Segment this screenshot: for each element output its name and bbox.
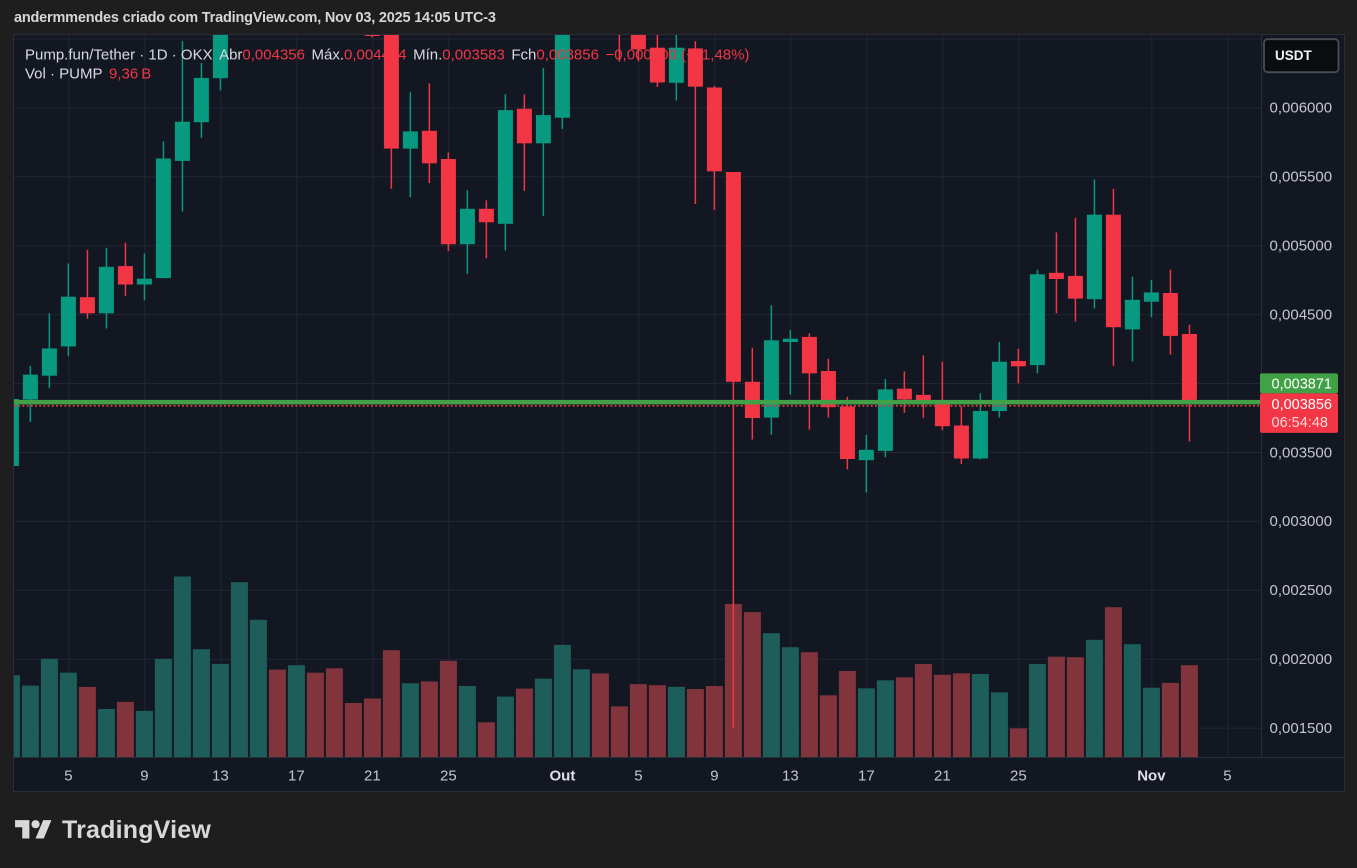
svg-text:9: 9 — [140, 768, 148, 785]
svg-text:Nov: Nov — [1137, 768, 1166, 785]
svg-text:13: 13 — [212, 768, 229, 785]
svg-text:USDT: USDT — [1275, 48, 1313, 63]
svg-text:0,004500: 0,004500 — [1270, 306, 1333, 323]
svg-text:0,005500: 0,005500 — [1270, 169, 1333, 186]
svg-text:0,006000: 0,006000 — [1270, 100, 1333, 117]
svg-text:25: 25 — [440, 768, 457, 785]
svg-text:0,005000: 0,005000 — [1270, 238, 1333, 255]
svg-text:Out: Out — [549, 768, 575, 785]
svg-text:0,002500: 0,002500 — [1270, 582, 1333, 599]
svg-text:0,002000: 0,002000 — [1270, 651, 1333, 668]
svg-text:06:54:48: 06:54:48 — [1272, 415, 1328, 431]
svg-text:25: 25 — [1010, 768, 1027, 785]
svg-text:9: 9 — [710, 768, 718, 785]
svg-text:0,003500: 0,003500 — [1270, 444, 1333, 461]
svg-text:0,003856: 0,003856 — [1272, 397, 1332, 413]
svg-text:5: 5 — [64, 768, 72, 785]
svg-text:17: 17 — [288, 768, 305, 785]
svg-text:21: 21 — [364, 768, 381, 785]
svg-text:21: 21 — [934, 768, 951, 785]
svg-text:13: 13 — [782, 768, 799, 785]
svg-text:17: 17 — [858, 768, 875, 785]
svg-text:0,001500: 0,001500 — [1270, 720, 1333, 737]
svg-text:0,003000: 0,003000 — [1270, 513, 1333, 530]
svg-text:5: 5 — [634, 768, 642, 785]
svg-text:0,003871: 0,003871 — [1272, 376, 1332, 392]
svg-text:5: 5 — [1223, 768, 1231, 785]
